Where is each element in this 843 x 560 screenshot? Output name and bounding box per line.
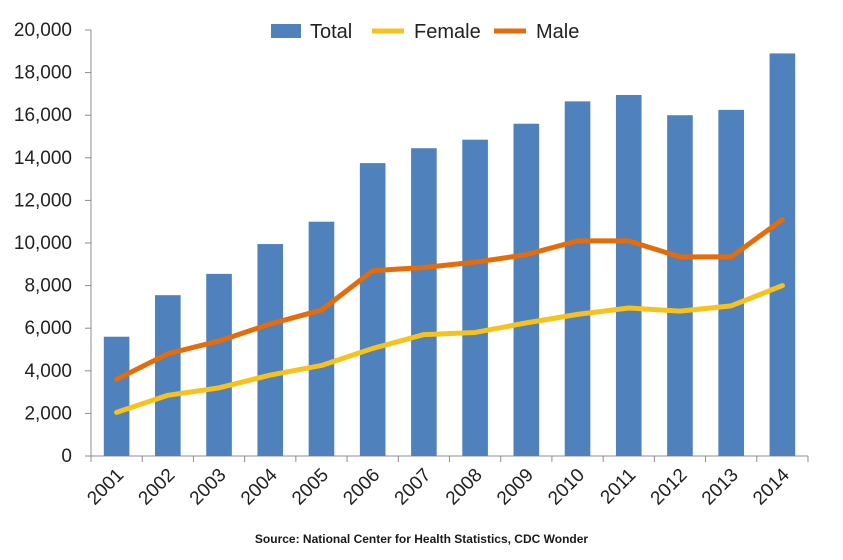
x-tick-label: 2009 bbox=[493, 465, 538, 510]
bar-total bbox=[615, 94, 642, 456]
bar-total bbox=[769, 53, 796, 457]
bar-total bbox=[103, 336, 130, 456]
source-note: Source: National Center for Health Stati… bbox=[254, 532, 589, 546]
y-tick-label: 6,000 bbox=[24, 318, 72, 339]
y-tick-label: 14,000 bbox=[14, 148, 72, 169]
x-tick-label: 2012 bbox=[647, 465, 692, 510]
legend-swatch-total bbox=[271, 24, 301, 38]
x-tick-label: 2011 bbox=[597, 465, 641, 509]
x-tick-label: 2001 bbox=[83, 465, 128, 510]
y-tick-label: 0 bbox=[61, 446, 72, 467]
x-tick-label: 2013 bbox=[698, 465, 743, 510]
x-tick-label: 2004 bbox=[237, 464, 282, 509]
x-axis: 2001 2002 2003 2004 2005 2006 2007 2008 2009 2010… bbox=[83, 455, 809, 510]
y-tick-label: 20,000 bbox=[14, 20, 72, 41]
x-tick-label: 2007 bbox=[391, 465, 436, 510]
legend: Total Female Male bbox=[271, 21, 579, 43]
y-tick-label: 12,000 bbox=[14, 190, 72, 211]
bar-total bbox=[206, 273, 232, 456]
bar-total bbox=[308, 221, 335, 456]
y-tick-label: 16,000 bbox=[14, 105, 72, 126]
y-axis: 0 2,000 4,000 6,000 8,000 10,000 12,000 14,000 1… bbox=[14, 20, 92, 467]
bar-total bbox=[155, 295, 181, 456]
bar-series-total bbox=[103, 53, 796, 457]
bar-total bbox=[257, 244, 284, 456]
bar-total bbox=[462, 139, 488, 456]
y-tick-label: 10,000 bbox=[14, 233, 72, 254]
y-tick-label: 18,000 bbox=[14, 63, 72, 84]
bar-total bbox=[564, 101, 591, 456]
legend-label-total: Total bbox=[310, 21, 352, 43]
y-tick-label: 8,000 bbox=[24, 276, 72, 297]
x-tick-label: 2006 bbox=[339, 465, 384, 510]
bar-total bbox=[411, 148, 437, 456]
y-tick-label: 4,000 bbox=[24, 361, 72, 382]
y-tick-label: 2,000 bbox=[24, 403, 72, 424]
legend-label-male: Male bbox=[536, 21, 579, 43]
x-tick-label: 2005 bbox=[288, 465, 333, 510]
line-male bbox=[114, 217, 785, 382]
bar-total bbox=[667, 115, 693, 456]
x-tick-label: 2003 bbox=[186, 465, 231, 510]
bar-total bbox=[718, 109, 744, 456]
x-tick-label: 2002 bbox=[135, 465, 180, 510]
x-tick-label: 2008 bbox=[442, 465, 487, 510]
x-tick-label: 2010 bbox=[544, 465, 589, 510]
legend-label-female: Female bbox=[414, 21, 481, 43]
line-female bbox=[114, 283, 785, 415]
x-tick-label: 2014 bbox=[749, 464, 794, 509]
bar-total bbox=[513, 123, 540, 456]
bar-total bbox=[359, 163, 386, 456]
line-series bbox=[114, 217, 785, 415]
